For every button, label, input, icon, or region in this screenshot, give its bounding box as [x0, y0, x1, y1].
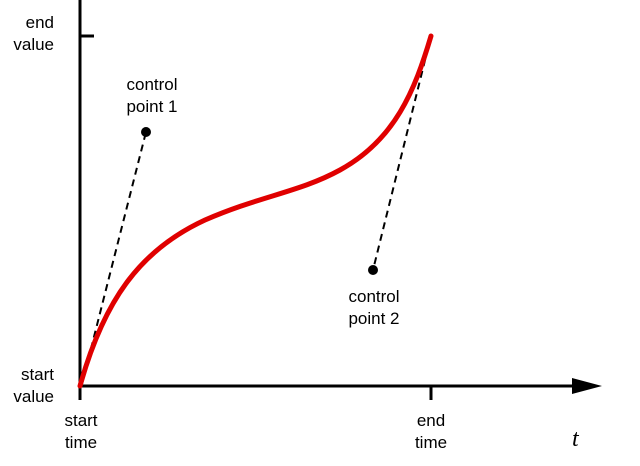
end-value-label: end value — [13, 13, 54, 54]
control-handle-2 — [372, 35, 432, 271]
control-point-1-label: control point 1 — [126, 75, 178, 116]
start-value-label: start value — [13, 365, 54, 406]
control-point-2-label: control point 2 — [348, 287, 400, 328]
control-point-1-dot — [141, 127, 151, 137]
t-axis-label: t — [572, 426, 579, 452]
end-time-label: end time — [414, 411, 448, 452]
control-handle-1 — [81, 131, 147, 385]
bezier-curve — [77, 33, 434, 389]
x-axis-arrowhead — [572, 378, 602, 394]
start-time-label: start time — [64, 411, 98, 452]
control-point-2-dot — [368, 265, 378, 275]
